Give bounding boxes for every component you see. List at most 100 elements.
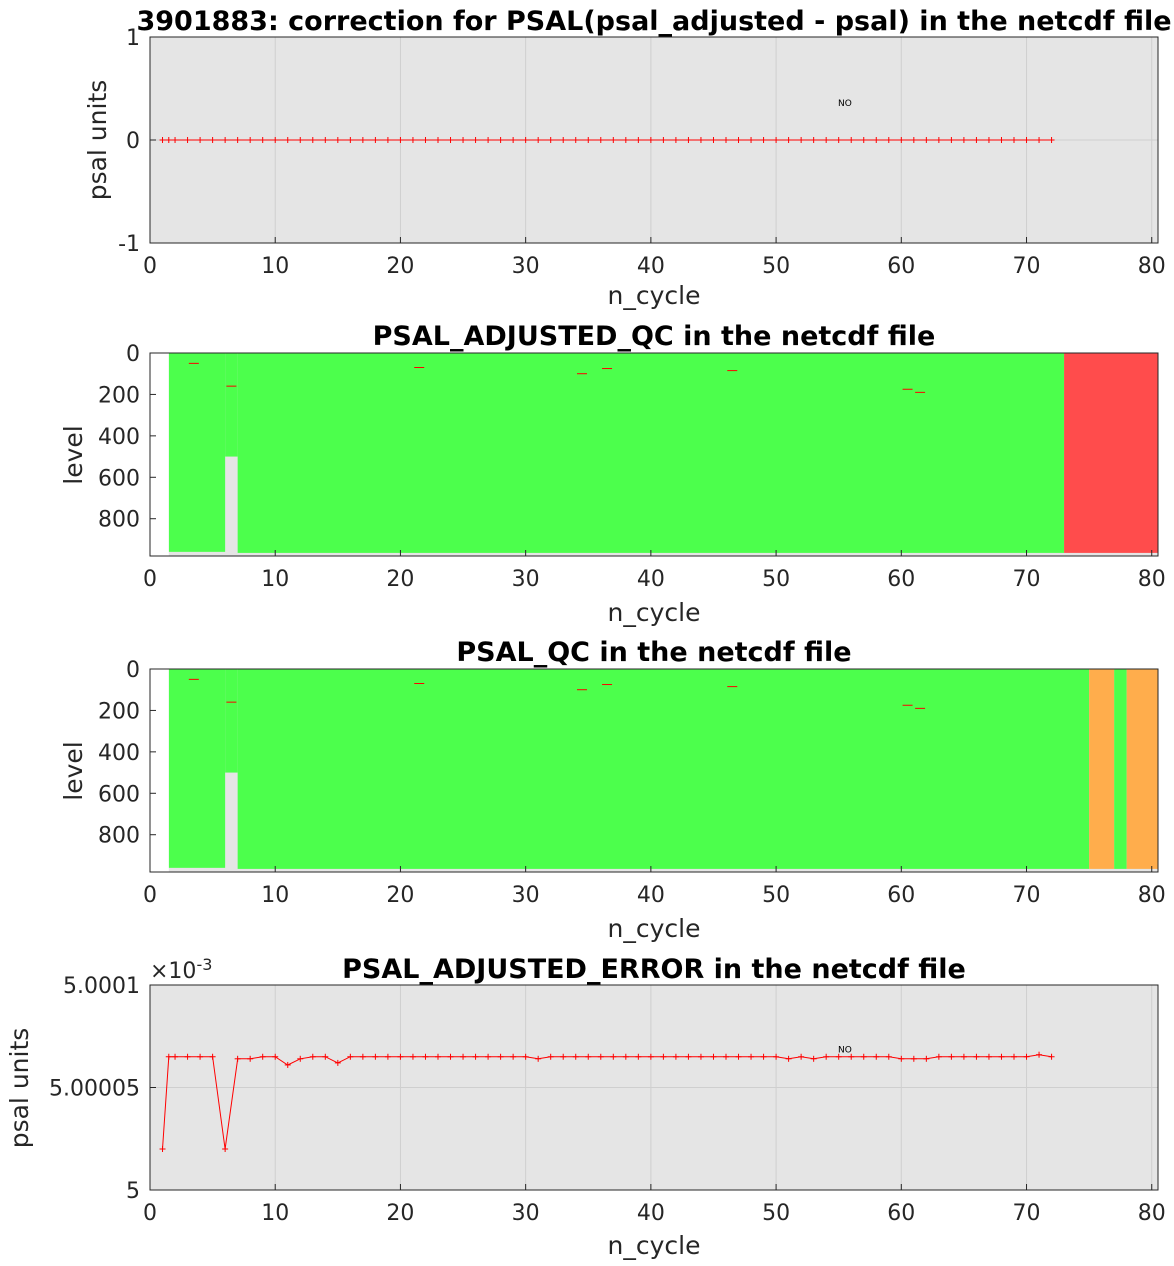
data-point [460, 137, 467, 143]
data-point [923, 137, 930, 143]
x-tick-label: 30 [512, 1201, 540, 1226]
y-tick-label: 0 [126, 129, 140, 154]
data-point [948, 137, 955, 143]
exponent-power: -3 [196, 955, 212, 974]
data-point [334, 137, 341, 143]
data-point [935, 137, 942, 143]
qc-column [225, 353, 238, 457]
x-tick-label: 80 [1138, 567, 1166, 592]
y-tick-label: 1 [126, 26, 140, 51]
correction-panel: 0 10 20 30 40 50 60 70 80-101 3901883: correctio… [83, 6, 1172, 310]
data-point [748, 137, 755, 143]
chart-title: PSAL_QC in the netcdf file [456, 637, 851, 668]
data-point [347, 137, 354, 143]
data-point [810, 1055, 817, 1062]
data-point [835, 1053, 842, 1060]
data-point [910, 137, 917, 143]
data-point [560, 1053, 567, 1060]
annotation-no: NO [838, 1046, 852, 1056]
data-point [384, 137, 391, 143]
data-point [798, 137, 805, 143]
data-point [435, 1053, 441, 1060]
missing-column [150, 353, 169, 556]
data-point [234, 1055, 241, 1062]
data-point [322, 1053, 329, 1060]
data-point [159, 137, 166, 143]
data-point [472, 1053, 479, 1060]
x-tick-label: 20 [386, 254, 414, 279]
x-tick-label: 60 [887, 1201, 915, 1226]
data-point [960, 1053, 967, 1060]
x-tick-label: 30 [512, 883, 540, 908]
data-point [272, 137, 279, 143]
data-point [610, 137, 617, 143]
data-point [384, 1053, 391, 1060]
qc-column [168, 353, 226, 552]
qc-column [1064, 353, 1158, 553]
data-point [165, 1053, 172, 1060]
data-point [522, 137, 529, 143]
data-point [447, 1053, 454, 1060]
x-tick-label: 80 [1138, 883, 1166, 908]
data-point [1036, 1051, 1043, 1058]
x-tick-label: 30 [512, 254, 540, 279]
data-point [773, 137, 780, 143]
data-point [372, 137, 379, 143]
data-point [935, 1053, 942, 1060]
data-point [259, 1053, 266, 1060]
data-point [409, 137, 416, 143]
series-marks [159, 1051, 1055, 1152]
data-point [435, 137, 441, 143]
data-point [347, 1053, 354, 1060]
qc-columns [150, 353, 1158, 556]
chart-title: PSAL_ADJUSTED_QC in the netcdf file [373, 321, 936, 352]
x-tick-label: 80 [1138, 1201, 1166, 1226]
x-tick-label: 10 [261, 567, 289, 592]
data-point [372, 1053, 379, 1060]
data-point [860, 1053, 867, 1060]
data-point [748, 1053, 755, 1060]
data-point [697, 137, 704, 143]
data-point [460, 1053, 467, 1060]
x-axis-label: n_cycle [608, 281, 701, 310]
x-tick-label: 10 [261, 254, 289, 279]
data-point [209, 1053, 216, 1060]
chart-title: 3901883: correction for PSAL(psal_adjust… [136, 6, 1171, 37]
data-point [597, 1053, 604, 1060]
data-point [447, 137, 454, 143]
y-tick-label: 600 [98, 782, 140, 807]
data-point [472, 137, 479, 143]
data-point [409, 1053, 416, 1060]
x-axis-label: n_cycle [608, 598, 701, 627]
data-point [259, 137, 266, 143]
y-tick-label: 5.00005 [49, 1077, 140, 1102]
x-tick-label: 50 [762, 567, 790, 592]
x-tick-label: 0 [143, 1201, 157, 1226]
data-point [735, 1053, 742, 1060]
y-tick-label: 0 [126, 658, 140, 683]
x-tick-label: 0 [143, 567, 157, 592]
x-tick-label: 60 [887, 254, 915, 279]
y-tick-label: 5.0001 [63, 974, 140, 999]
data-point [760, 137, 767, 143]
qc-column [225, 669, 238, 773]
qc-column [237, 669, 1090, 869]
data-point [998, 137, 1005, 143]
data-point [272, 1053, 279, 1060]
data-point [547, 1053, 554, 1060]
data-point [685, 1053, 692, 1060]
data-point [165, 137, 172, 143]
x-tick-label: 70 [1013, 1201, 1041, 1226]
data-point [1023, 137, 1030, 143]
y-tick-label: 200 [98, 699, 140, 724]
x-tick-label: 20 [386, 883, 414, 908]
data-point [885, 1053, 892, 1060]
x-tick-label: 20 [386, 567, 414, 592]
qc-columns [150, 669, 1158, 872]
x-tick-label: 80 [1138, 254, 1166, 279]
x-tick-label: 60 [887, 567, 915, 592]
data-point [510, 137, 517, 143]
data-point [284, 1061, 291, 1068]
